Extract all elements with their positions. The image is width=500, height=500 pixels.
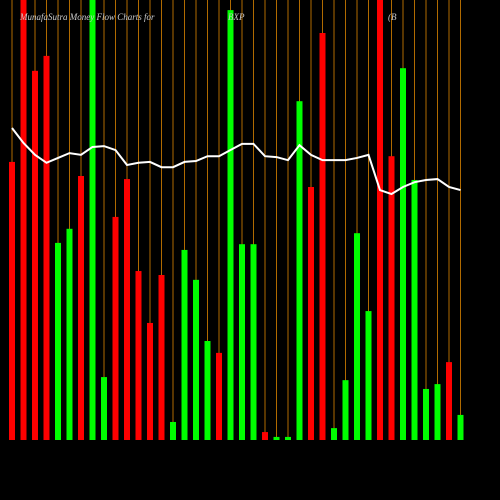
- bar: [55, 242, 61, 440]
- bar: [66, 228, 73, 440]
- flow-line: [11, 127, 461, 196]
- bar: [239, 244, 245, 440]
- bar: [135, 271, 142, 440]
- bar: [262, 432, 268, 440]
- bar: [377, 0, 383, 440]
- bar: [181, 249, 188, 440]
- bar: [227, 10, 234, 441]
- bar: [158, 275, 165, 440]
- bar: [434, 384, 441, 440]
- bar: [354, 233, 360, 440]
- plot: [9, 0, 464, 441]
- bar: [319, 33, 326, 440]
- bar: [112, 216, 119, 440]
- bar: [400, 68, 406, 440]
- bar: [457, 414, 464, 440]
- bar: [423, 388, 429, 440]
- bar: [89, 0, 96, 440]
- bar: [204, 341, 211, 440]
- bar: [9, 161, 15, 441]
- bar: [273, 436, 280, 440]
- bar: [331, 428, 337, 440]
- bar: [411, 179, 418, 440]
- bar: [43, 55, 50, 440]
- bar: [388, 156, 395, 440]
- bar: [296, 101, 303, 440]
- chart-title: MunafaSutra Money Flow Charts for: [19, 12, 155, 22]
- bar: [193, 279, 199, 440]
- bar: [365, 311, 372, 440]
- bar: [78, 176, 84, 440]
- bar: [32, 70, 38, 440]
- bar: [308, 187, 314, 440]
- bar: [170, 421, 176, 440]
- bar: [446, 362, 452, 440]
- bar: [216, 352, 222, 440]
- bar: [124, 179, 130, 440]
- bar: [101, 377, 107, 440]
- bar: [285, 436, 291, 440]
- bar: [147, 322, 153, 440]
- annotation: (B: [388, 12, 397, 22]
- bar: [250, 244, 257, 440]
- chart-subtitle: BXP: [228, 12, 245, 22]
- bar: [20, 0, 27, 440]
- bar: [342, 380, 349, 440]
